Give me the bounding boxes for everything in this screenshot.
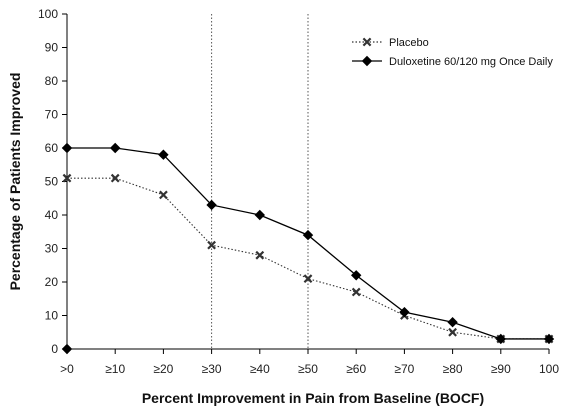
data-point bbox=[207, 240, 216, 250]
y-tick-label: 20 bbox=[45, 275, 59, 289]
x-tick-label: ≥80 bbox=[443, 362, 463, 376]
data-point bbox=[447, 316, 458, 328]
y-axis-title: Percentage of Patients Improved bbox=[7, 73, 23, 291]
series-line bbox=[67, 177, 549, 340]
y-tick-label: 100 bbox=[38, 7, 58, 21]
y-tick-label: 0 bbox=[51, 342, 58, 356]
legend: Placebo Duloxetine 60/120 mg Once Daily bbox=[352, 37, 553, 68]
x-tick-label: >0 bbox=[60, 362, 74, 376]
x-axis-title: Percent Improvement in Pain from Baselin… bbox=[142, 390, 484, 406]
series-layer bbox=[61, 142, 555, 355]
data-point bbox=[109, 142, 121, 154]
legend-label: Placebo bbox=[389, 37, 429, 49]
data-point bbox=[62, 173, 72, 183]
data-point bbox=[61, 142, 73, 154]
x-tick-label: 100 bbox=[539, 362, 559, 376]
x-tick-label: ≥20 bbox=[153, 362, 173, 376]
legend-marker bbox=[361, 55, 373, 67]
series-duloxetine bbox=[61, 142, 555, 345]
x-tick-label: ≥60 bbox=[346, 362, 366, 376]
legend-marker bbox=[362, 37, 372, 47]
y-tick-label: 70 bbox=[45, 108, 59, 122]
data-point bbox=[303, 274, 313, 284]
x-tick-label: ≥40 bbox=[250, 362, 270, 376]
legend-label: Duloxetine 60/120 mg Once Daily bbox=[389, 56, 553, 68]
data-point bbox=[159, 190, 168, 200]
y-tick-label: 50 bbox=[45, 175, 59, 189]
data-point bbox=[543, 333, 555, 345]
y-tick-label: 10 bbox=[45, 309, 59, 323]
series-placebo bbox=[62, 173, 554, 344]
data-point bbox=[351, 287, 361, 297]
x-tick-label: ≥70 bbox=[394, 362, 414, 376]
y-tick-label: 30 bbox=[45, 242, 59, 256]
data-point bbox=[254, 209, 266, 221]
data-point bbox=[302, 229, 314, 241]
data-point bbox=[206, 199, 217, 211]
data-point bbox=[399, 306, 410, 318]
x-tick-label: ≥30 bbox=[202, 362, 222, 376]
data-point bbox=[495, 333, 507, 345]
data-point bbox=[158, 149, 169, 160]
y-tick-label: 80 bbox=[45, 74, 59, 88]
y-tick-label: 60 bbox=[45, 141, 59, 155]
data-point bbox=[61, 343, 73, 355]
axes: 0 10 20 30 40 50 60 70 80 90 100 >0 ≥10 ≥20 ≥30 ≥40 ≥50 ≥… bbox=[38, 7, 559, 376]
x-tick-label: ≥10 bbox=[105, 362, 125, 376]
reference-lines bbox=[211, 14, 309, 349]
y-tick-label: 40 bbox=[45, 208, 59, 222]
x-tick-label: ≥90 bbox=[491, 362, 511, 376]
series-line bbox=[67, 147, 549, 340]
data-point bbox=[255, 250, 265, 260]
x-tick-label: ≥50 bbox=[298, 362, 318, 376]
data-point bbox=[350, 270, 362, 281]
y-tick-label: 90 bbox=[45, 41, 59, 55]
data-point bbox=[110, 173, 120, 183]
data-point bbox=[448, 327, 457, 337]
